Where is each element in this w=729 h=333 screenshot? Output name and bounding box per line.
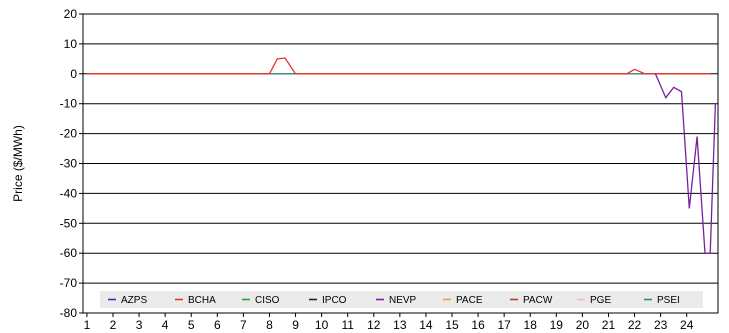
x-tick-label: 13 [393,318,407,332]
plot-frame [82,13,719,314]
y-tick-label: -10 [60,97,78,111]
x-tick-label: 3 [136,318,143,332]
y-tick-label: 20 [64,7,78,21]
x-tick-label: 18 [524,318,538,332]
x-tick-label: 24 [680,318,694,332]
legend-label-azps: AZPS [121,295,147,306]
y-tick-label: -80 [60,306,78,320]
x-tick-label: 5 [188,318,195,332]
x-tick-label: 12 [367,318,381,332]
y-tick-label: 10 [64,37,78,51]
legend-label-ipco: IPCO [322,295,347,306]
legend-box [100,291,703,308]
legend-label-pacw: PACW [523,295,553,306]
x-tick-label: 11 [341,318,354,332]
x-tick-label: 10 [315,318,329,332]
x-tick-label: 17 [497,318,511,332]
x-tick-label: 21 [602,318,616,332]
legend-label-psei: PSEI [657,295,680,306]
x-tick-label: 20 [576,318,590,332]
y-tick-label: -70 [60,276,78,290]
y-axis-label: Price ($/MWh) [11,125,25,202]
legend-label-bcha: BCHA [188,295,216,306]
y-tick-label: -40 [60,186,78,200]
x-tick-label: 1 [84,318,91,332]
x-tick-label: 15 [445,318,459,332]
series-line-nevp [654,73,717,254]
y-tick-label: 0 [70,67,77,81]
series-lines [86,57,717,254]
x-tick-label: 4 [162,318,169,332]
y-tick-label: -30 [60,157,78,171]
x-tick-label: 14 [419,318,433,332]
legend: AZPS BCHA CISO IPCO NEVP PACE PACW PGE PSEI [100,291,703,308]
x-tick-label: 23 [654,318,668,332]
y-tick-label: -50 [60,216,78,230]
y-tick-label: -60 [60,246,78,260]
x-tick-label: 22 [628,318,642,332]
legend-label-ciso: CISO [255,295,280,306]
x-tick-label: 7 [240,318,247,332]
series-line-bcha [86,57,711,75]
y-tick-label: -20 [60,127,78,141]
x-tick-label: 6 [214,318,221,332]
x-tick-label: 8 [266,318,273,332]
legend-label-pge: PGE [590,295,611,306]
legend-label-pace: PACE [456,295,483,306]
x-tick-label: 2 [110,318,117,332]
x-tick-label: 19 [550,318,564,332]
x-tick-label: 16 [471,318,485,332]
gridlines [83,13,718,314]
legend-label-nevp: NEVP [389,295,417,306]
x-tick-label: 9 [292,318,299,332]
